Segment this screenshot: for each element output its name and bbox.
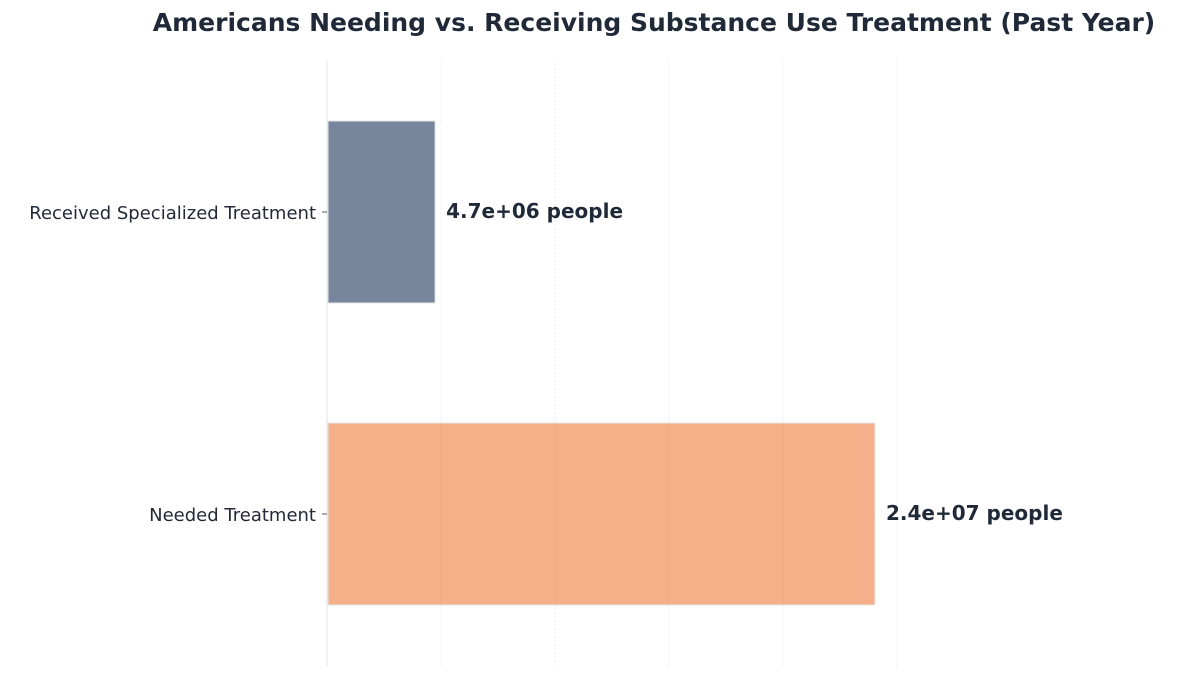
- category-label: Received Specialized Treatment: [29, 203, 316, 224]
- chart-title: Americans Needing vs. Receiving Substanc…: [153, 8, 1155, 37]
- bar: [327, 422, 876, 606]
- category-label: Needed Treatment: [149, 505, 316, 526]
- data-label: 2.4e+07 people: [886, 501, 1063, 525]
- data-labels: 4.7e+06 people 2.4e+07 people: [446, 199, 1063, 525]
- data-label: 4.7e+06 people: [446, 199, 623, 223]
- bar: [327, 120, 436, 304]
- bars: [327, 120, 876, 606]
- y-axis-ticks: [322, 211, 327, 515]
- category-labels: Received Specialized Treatment Needed Tre…: [29, 203, 316, 526]
